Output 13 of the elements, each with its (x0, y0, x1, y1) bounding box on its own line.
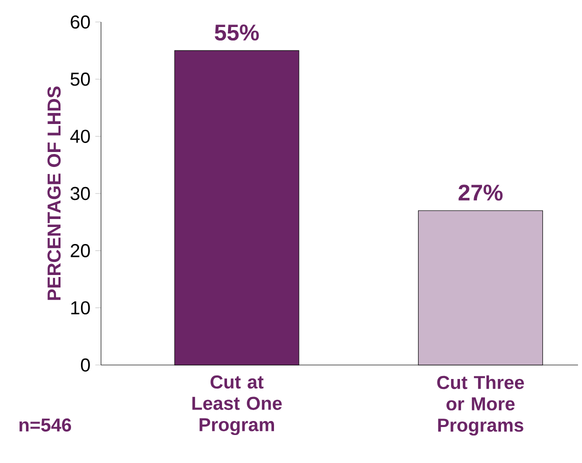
y-axis-title: PERCENTAGE OF LHDS (47, 86, 61, 300)
data-label: 27% (458, 184, 503, 201)
x-tick-label: Cut Three or More Programs (437, 375, 524, 436)
y-tick-label: 60 (70, 15, 90, 29)
text: n=546 (20, 418, 72, 432)
y-tick-label: 50 (70, 72, 90, 86)
y-tick-label: 0 (80, 358, 90, 372)
y-tick-label: 20 (70, 244, 90, 258)
x-tick-label: Cut at Least One Program (192, 375, 282, 436)
y-tick-label: 40 (70, 130, 90, 143)
data-label: 55% (214, 24, 259, 41)
y-tick-label: 30 (70, 186, 90, 200)
y-tick-label: 10 (71, 301, 90, 314)
